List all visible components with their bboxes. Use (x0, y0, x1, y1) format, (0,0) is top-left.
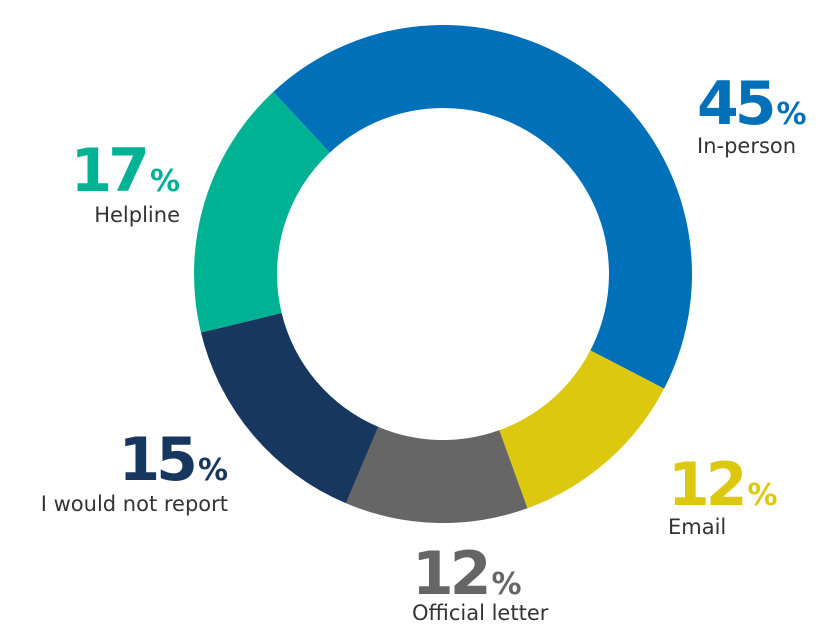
category-label: Email (668, 515, 726, 539)
value-number: 45 (697, 69, 773, 139)
value-unit: % (748, 478, 778, 513)
donut-segment (345, 426, 528, 523)
value-label: 12% (412, 539, 522, 609)
value-unit: % (198, 453, 228, 488)
donut-segment (200, 313, 379, 504)
donut-segment (273, 24, 692, 389)
value-label: 45% (697, 69, 807, 139)
value-label: 15% (118, 425, 228, 495)
value-unit: % (492, 567, 522, 602)
value-number: 17 (70, 136, 146, 206)
value-unit: % (777, 97, 807, 132)
value-unit: % (150, 164, 180, 199)
value-number: 15 (118, 425, 194, 495)
donut-segment (194, 91, 330, 333)
category-label: Official letter (412, 601, 549, 625)
donut-segment (499, 350, 665, 509)
category-label: Helpline (94, 203, 180, 227)
category-label: I would not report (41, 492, 228, 516)
value-number: 12 (412, 539, 488, 609)
category-label: In-person (697, 134, 796, 158)
value-label: 12% (668, 450, 778, 520)
value-label: 17% (70, 136, 180, 206)
value-number: 12 (668, 450, 744, 520)
